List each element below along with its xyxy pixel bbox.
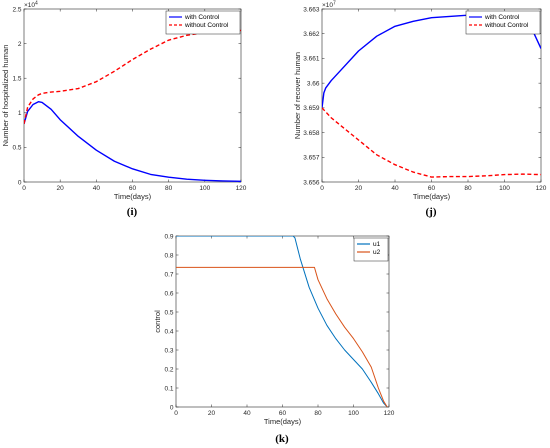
series-line-u2 [176, 266, 388, 407]
y-tick-label: 3.66 [307, 80, 320, 87]
y-tick-label: 2 [18, 41, 22, 48]
y-tick-label: 0.5 [12, 145, 21, 152]
x-tick-label: 80 [314, 410, 322, 417]
x-tick-label: 20 [208, 410, 216, 417]
x-tick-label: 80 [165, 185, 173, 192]
panel-label: (j) [426, 206, 437, 218]
legend-box [353, 237, 389, 262]
x-axis-label: Time(days) [264, 417, 302, 426]
legend-box [465, 10, 541, 35]
y-tick-label: 0.6 [164, 290, 173, 297]
legend-label: without Control [184, 22, 229, 29]
y-tick-label: 0.7 [164, 271, 173, 278]
x-tick-label: 40 [243, 410, 251, 417]
x-tick-label: 0 [22, 185, 26, 192]
x-tick-label: 40 [93, 185, 101, 192]
y-tick-label: 2.5 [12, 6, 21, 13]
y-tick-label: 1.5 [12, 76, 21, 83]
y-tick-label: 0.3 [164, 347, 173, 354]
chart-panel-k: 0 20 40 60 80 100 120 0 0.1 0.2 0.3 0.4 0.5 0.6 0.7 0.8… [153, 233, 395, 445]
y-tick-label: 0.1 [164, 385, 173, 392]
x-tick-label: 60 [279, 410, 287, 417]
y-tick-label: 3.658 [303, 130, 320, 137]
panel-label: (i) [127, 206, 138, 218]
y-tick-label: 3.661 [303, 56, 320, 63]
x-tick-label: 100 [499, 185, 510, 192]
y-tick-label: 0.2 [164, 366, 173, 373]
x-tick-label: 20 [57, 185, 65, 192]
x-tick-label: 100 [348, 410, 359, 417]
y-exponent-label: ×104 [24, 1, 38, 10]
y-tick-label: 0.8 [164, 252, 173, 259]
series-line-without-control [322, 107, 541, 178]
x-tick-label: 40 [391, 185, 399, 192]
x-tick-label: 20 [355, 185, 363, 192]
y-axis-label: Number of recover human [293, 52, 302, 139]
x-tick-label: 80 [464, 185, 472, 192]
y-exponent-label: ×107 [322, 1, 336, 10]
x-axis-label: Time(days) [114, 192, 152, 201]
legend-box [165, 10, 241, 35]
series-line-u1 [176, 236, 388, 407]
plot-area [321, 8, 542, 183]
y-tick-label: 3.656 [303, 179, 320, 186]
x-tick-label: 0 [174, 410, 178, 417]
y-tick-label: 3.663 [303, 6, 320, 13]
legend-label: u2 [373, 249, 381, 256]
series-line-with-control [24, 101, 241, 182]
y-tick-label: 3.662 [303, 31, 320, 38]
x-tick-label: 60 [129, 185, 137, 192]
y-axis-label: control [153, 310, 162, 333]
plot-area [175, 235, 390, 408]
x-tick-label: 0 [320, 185, 324, 192]
legend-label: with Control [184, 14, 220, 21]
chart-panel-i: 0 20 40 60 80 100 120 0 0.5 1 1.5 2 2.5×104 Time(days… [1, 1, 247, 219]
panel-label: (k) [275, 433, 289, 445]
chart-panel-j: 0 20 40 60 80 100 1203.6563.6573.6583.6593.663… [293, 1, 547, 219]
plot-area [23, 8, 242, 183]
y-tick-label: 0 [170, 404, 174, 411]
x-tick-label: 120 [536, 185, 547, 192]
legend-label: u1 [373, 241, 381, 248]
y-tick-label: 0 [18, 179, 22, 186]
x-tick-label: 60 [428, 185, 436, 192]
y-tick-label: 0.9 [164, 233, 173, 240]
x-tick-label: 100 [199, 185, 210, 192]
series-line-without-control [24, 29, 241, 125]
y-tick-label: 3.659 [303, 105, 320, 112]
y-axis-label: Number of hospitalized human [1, 45, 10, 147]
y-tick-label: 3.657 [303, 155, 320, 162]
legend-label: without Control [484, 22, 529, 29]
legend-label: with Control [484, 14, 520, 21]
y-tick-label: 0.4 [164, 328, 173, 335]
x-tick-label: 120 [384, 410, 395, 417]
x-axis-label: Time(days) [413, 192, 451, 201]
y-tick-label: 1 [18, 110, 22, 117]
x-tick-label: 120 [236, 185, 247, 192]
y-tick-label: 0.5 [164, 309, 173, 316]
